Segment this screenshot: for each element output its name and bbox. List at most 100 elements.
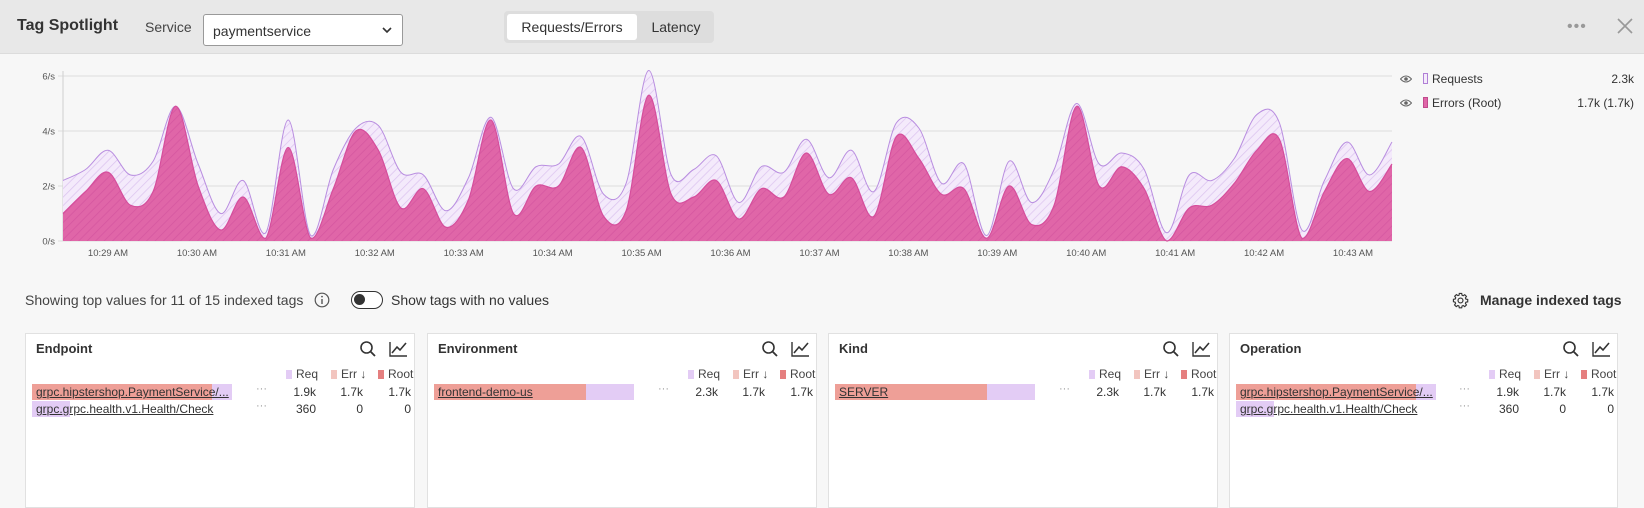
line-chart-icon[interactable]: [388, 340, 408, 358]
search-icon[interactable]: [1562, 340, 1580, 358]
row-name-link[interactable]: frontend-demo-us: [438, 385, 533, 399]
column-header-err[interactable]: Err ↓: [733, 367, 768, 381]
tags-toolbar: Showing top values for 11 of 15 indexed …: [0, 288, 1644, 312]
column-header-root[interactable]: Root: [780, 367, 815, 381]
info-icon[interactable]: [314, 292, 330, 308]
header-label: Err: [1144, 367, 1160, 381]
column-header-req[interactable]: Req: [688, 367, 720, 381]
line-chart-icon[interactable]: [790, 340, 810, 358]
root-value: 1.7k: [1591, 385, 1614, 399]
search-icon[interactable]: [359, 340, 377, 358]
panel-title: Operation: [1240, 341, 1302, 356]
req-value: 2.3k: [695, 385, 718, 399]
top-bar: Tag Spotlight Service paymentservice Req…: [0, 0, 1644, 54]
chart-legend: Requests 2.3k Errors (Root) 1.7k (1.7k): [1398, 70, 1634, 118]
legend-swatch-requests: [1423, 73, 1428, 84]
y-tick-label: 4/s: [42, 127, 55, 138]
legend-value: 1.7k (1.7k): [1577, 96, 1634, 110]
row-more-icon[interactable]: ···: [256, 383, 267, 395]
err-value: 1.7k: [340, 385, 363, 399]
row-name-link[interactable]: grpc.hipstershop.PaymentService/...: [1240, 385, 1433, 399]
row-name-link[interactable]: grpc.grpc.health.v1.Health/Check: [36, 402, 214, 416]
legend-item-requests[interactable]: Requests 2.3k: [1398, 70, 1634, 94]
column-header-req[interactable]: Req: [1489, 367, 1521, 381]
legend-swatch-errors: [1423, 97, 1428, 108]
legend-label: Errors (Root): [1432, 96, 1502, 110]
x-tick-label: 10:41 AM: [1155, 248, 1195, 259]
tab-requests-errors[interactable]: Requests/Errors: [507, 14, 637, 40]
series-area-errors: [63, 95, 1392, 241]
header-label: Req: [698, 367, 721, 381]
row-more-icon[interactable]: ···: [1459, 383, 1470, 395]
x-tick-label: 10:32 AM: [355, 248, 395, 259]
err-value: 0: [356, 402, 363, 416]
header-label: Err: [743, 367, 759, 381]
row-more-icon[interactable]: ···: [1459, 400, 1470, 412]
eye-icon[interactable]: [1400, 74, 1412, 84]
series-line-errors: [62, 94, 1393, 242]
header-label: Root: [1191, 367, 1217, 381]
line-chart-icon[interactable]: [1191, 340, 1211, 358]
x-tick-label: 10:38 AM: [888, 248, 928, 259]
req-value: 360: [295, 402, 316, 416]
root-value: 0: [1607, 402, 1614, 416]
header-label: Req: [1099, 367, 1122, 381]
x-tick-label: 10:43 AM: [1333, 248, 1373, 259]
column-header-err[interactable]: Err ↓: [1134, 367, 1169, 381]
row-more-icon[interactable]: ···: [256, 400, 267, 412]
x-tick-label: 10:34 AM: [533, 248, 573, 259]
row-name-link[interactable]: grpc.hipstershop.PaymentService/...: [36, 385, 229, 399]
tab-latency[interactable]: Latency: [651, 19, 701, 35]
x-tick-label: 10:40 AM: [1066, 248, 1106, 259]
req-bar: [32, 401, 70, 417]
search-icon[interactable]: [1162, 340, 1180, 358]
table-row[interactable]: grpc.hipstershop.PaymentService/... ··· 1.…: [1230, 383, 1617, 400]
x-tick-label: 10:35 AM: [622, 248, 662, 259]
toggle-knob: [354, 294, 365, 305]
eye-icon[interactable]: [1400, 98, 1412, 108]
line-chart-icon[interactable]: [1591, 340, 1611, 358]
table-row[interactable]: frontend-demo-us ··· 2.3k 1.7k 1.7k: [428, 383, 816, 400]
row-name-link[interactable]: grpc.grpc.health.v1.Health/Check: [1240, 402, 1418, 416]
panel-title: Endpoint: [36, 341, 93, 356]
search-icon[interactable]: [761, 340, 779, 358]
panel-operation: Operation Req Err ↓ Root grpc.hipstershop.Pa…: [1229, 333, 1618, 508]
table-row[interactable]: SERVER ··· 2.3k 1.7k 1.7k: [829, 383, 1217, 400]
x-tick-label: 10:31 AM: [266, 248, 306, 259]
row-name-link[interactable]: SERVER: [839, 385, 889, 399]
column-header-req[interactable]: Req: [1089, 367, 1121, 381]
tags-summary: Showing top values for 11 of 15 indexed …: [25, 292, 304, 308]
panel-kind: Kind Req Err ↓ Root SERVER ··· 2.3k 1.7k 1.7k: [828, 333, 1218, 508]
table-row[interactable]: grpc.hipstershop.PaymentService/... ··· 1.…: [26, 383, 414, 400]
column-header-root[interactable]: Root: [1581, 367, 1616, 381]
header-label: Err: [1544, 367, 1560, 381]
close-icon[interactable]: [1615, 16, 1635, 36]
legend-item-errors[interactable]: Errors (Root) 1.7k (1.7k): [1398, 94, 1634, 118]
legend-value: 2.3k: [1611, 72, 1634, 86]
chevron-down-icon: [382, 27, 392, 34]
x-tick-label: 10:33 AM: [444, 248, 484, 259]
err-value: 1.7k: [742, 385, 765, 399]
gear-icon: [1452, 292, 1469, 309]
table-row[interactable]: grpc.grpc.health.v1.Health/Check ··· 360 0 0: [26, 400, 414, 417]
more-options-icon[interactable]: •••: [1567, 18, 1587, 35]
row-more-icon[interactable]: ···: [1059, 383, 1070, 395]
header-label: Req: [296, 367, 319, 381]
req-bar: [1236, 401, 1274, 417]
table-row[interactable]: grpc.grpc.health.v1.Health/Check ··· 360 0 0: [1230, 400, 1617, 417]
service-label: Service: [145, 19, 192, 35]
row-more-icon[interactable]: ···: [658, 383, 669, 395]
column-header-err[interactable]: Err ↓: [331, 367, 366, 381]
root-value: 0: [404, 402, 411, 416]
x-tick-label: 10:42 AM: [1244, 248, 1284, 259]
service-select[interactable]: paymentservice: [203, 14, 403, 46]
column-header-req[interactable]: Req: [286, 367, 318, 381]
column-header-root[interactable]: Root: [1181, 367, 1216, 381]
column-header-root[interactable]: Root: [378, 367, 413, 381]
err-value: 1.7k: [1143, 385, 1166, 399]
column-header-err[interactable]: Err ↓: [1534, 367, 1569, 381]
show-empty-tags-toggle[interactable]: [351, 291, 383, 309]
x-tick-label: 10:36 AM: [710, 248, 750, 259]
header-label: Root: [790, 367, 816, 381]
y-tick-label: 2/s: [42, 182, 55, 193]
